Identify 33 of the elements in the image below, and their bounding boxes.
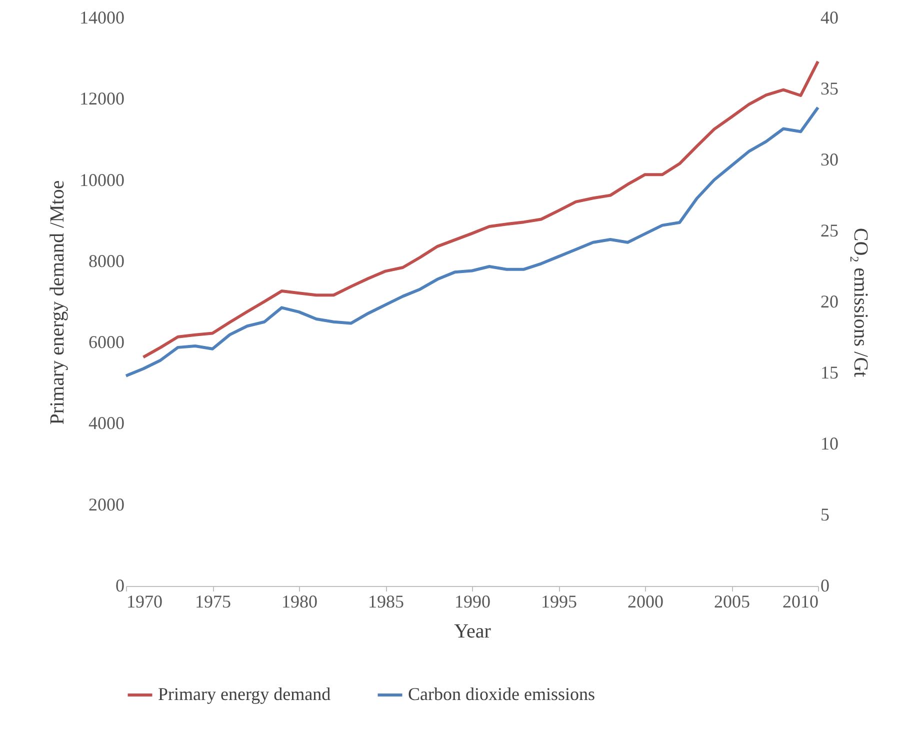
y-tick-label: 6000 <box>88 332 124 352</box>
y-tick-label: 14000 <box>80 8 124 28</box>
y-tick-label: 2000 <box>88 494 124 514</box>
y2-tick-label: 20 <box>820 292 838 312</box>
y-tick-label: 8000 <box>88 250 124 271</box>
x-tick-label: 2010 <box>782 592 818 612</box>
y2-tick-label: 40 <box>820 8 838 28</box>
x-tick-label: 1980 <box>282 592 318 612</box>
y2-tick-label: 5 <box>820 504 830 524</box>
legend-label: Carbon dioxide emissions <box>408 684 595 704</box>
x-axis-title: Year <box>454 620 492 642</box>
x-tick-label: 1990 <box>454 592 490 612</box>
y-tick-label: 10000 <box>80 170 124 190</box>
y2-tick-label: 25 <box>820 220 838 240</box>
y-tick-label: 12000 <box>80 88 124 109</box>
y-tick-label: 0 <box>116 576 124 596</box>
line-series <box>124 106 820 378</box>
x-tick-label: 1975 <box>195 592 231 612</box>
y2-tick-label: 15 <box>820 362 838 382</box>
x-tick-label: 1970 <box>126 592 162 612</box>
y2-axis-title: CO₂ emissions /Gt <box>850 228 872 378</box>
y2-tick-label: 0 <box>820 576 830 596</box>
x-tick-label: 2005 <box>714 592 750 612</box>
y2-tick-label: 30 <box>820 150 838 170</box>
y2-tick-label: 10 <box>820 434 838 454</box>
x-tick-label: 1985 <box>368 592 404 612</box>
x-tick-label: 2000 <box>628 592 664 612</box>
y-axis-title: Primary energy demand /Mtoe <box>46 180 68 425</box>
y-tick-label: 4000 <box>88 413 124 434</box>
x-tick-label: 1995 <box>541 592 577 612</box>
y2-tick-label: 35 <box>820 78 838 98</box>
legend-label: Primary energy demand <box>158 684 331 704</box>
line-series <box>142 60 820 359</box>
